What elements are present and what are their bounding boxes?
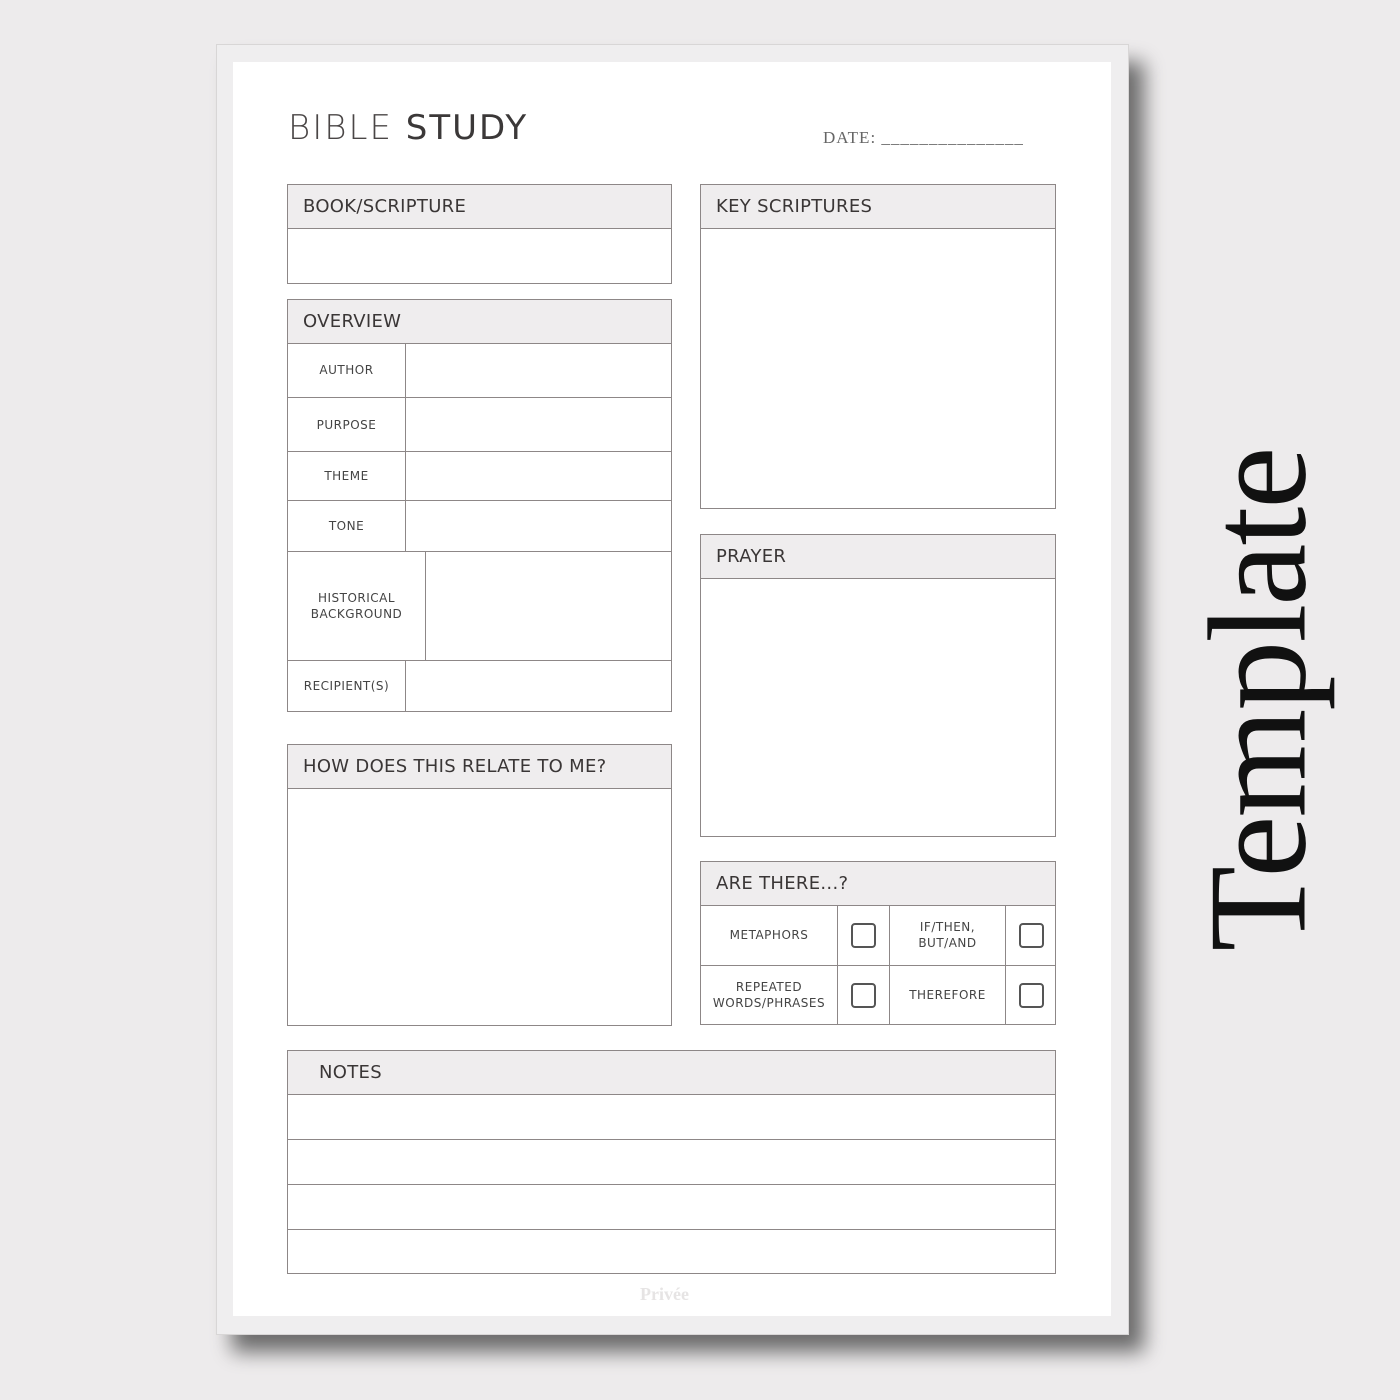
date-field[interactable]: DATE: _______________ [823,128,1024,147]
are-there-row: REPEATED WORDS/PHRASES THEREFORE [701,965,1055,1024]
if-then-checkbox[interactable] [1018,922,1044,948]
overview-label: HISTORICAL BACKGROUND [288,552,426,660]
key-scriptures-box: KEY SCRIPTURES [700,184,1056,509]
checkbox-cell [838,966,890,1024]
therefore-checkbox[interactable] [1018,982,1044,1008]
are-there-box: ARE THERE...? METAPHORS IF/THEN, BUT/AND… [700,861,1056,1025]
relate-header: HOW DOES THIS RELATE TO ME? [288,745,671,789]
prayer-box: PRAYER [700,534,1056,837]
book-scripture-field[interactable] [288,229,671,283]
prayer-header: PRAYER [701,535,1055,579]
overview-label: RECIPIENT(S) [288,661,406,711]
page-title: BIBLE STUDY [288,108,528,148]
notes-header: NOTES [288,1051,1055,1095]
overview-row-tone[interactable]: TONE [288,500,671,551]
title-bold: STUDY [405,108,529,148]
relate-field[interactable] [288,789,671,1025]
title-light: BIBLE [288,108,393,148]
relate-box: HOW DOES THIS RELATE TO ME? [287,744,672,1026]
notes-line-divider [288,1229,1055,1230]
repeated-words-label: REPEATED WORDS/PHRASES [701,966,838,1024]
notes-line-divider [288,1184,1055,1185]
overview-row-theme[interactable]: THEME [288,451,671,500]
overview-header: OVERVIEW [288,300,671,344]
therefore-label: THEREFORE [890,966,1006,1024]
repeated-words-checkbox[interactable] [851,982,876,1008]
overview-row-purpose[interactable]: PURPOSE [288,397,671,451]
notes-line[interactable] [288,1185,1055,1230]
overview-box: OVERVIEW AUTHOR PURPOSE THEME TONE HISTO… [287,299,672,712]
template-side-label: Template [1180,448,1336,952]
notes-line[interactable] [288,1140,1055,1185]
prayer-field[interactable] [701,579,1055,836]
overview-row-recipients[interactable]: RECIPIENT(S) [288,660,671,711]
watermark-logo: Privée [640,1284,689,1304]
overview-label: AUTHOR [288,343,406,397]
if-then-label: IF/THEN, BUT/AND [890,905,1006,965]
key-scriptures-header: KEY SCRIPTURES [701,185,1055,229]
overview-label: TONE [288,501,406,551]
notes-line[interactable] [288,1095,1055,1140]
metaphors-checkbox[interactable] [851,922,876,948]
overview-row-author[interactable]: AUTHOR [288,343,671,397]
metaphors-label: METAPHORS [701,905,838,965]
book-scripture-header: BOOK/SCRIPTURE [288,185,671,229]
key-scriptures-field[interactable] [701,229,1055,508]
are-there-row: METAPHORS IF/THEN, BUT/AND [701,905,1055,965]
book-scripture-box: BOOK/SCRIPTURE [287,184,672,284]
notes-line[interactable] [288,1230,1055,1273]
notes-line-divider [288,1139,1055,1140]
notes-box: NOTES [287,1050,1056,1274]
are-there-header: ARE THERE...? [701,862,1055,906]
checkbox-cell [1006,966,1056,1024]
checkbox-cell [838,905,890,965]
overview-row-historical-background[interactable]: HISTORICAL BACKGROUND [288,551,671,660]
checkbox-cell [1006,905,1056,965]
overview-label: THEME [288,452,406,500]
overview-label: PURPOSE [288,398,406,451]
